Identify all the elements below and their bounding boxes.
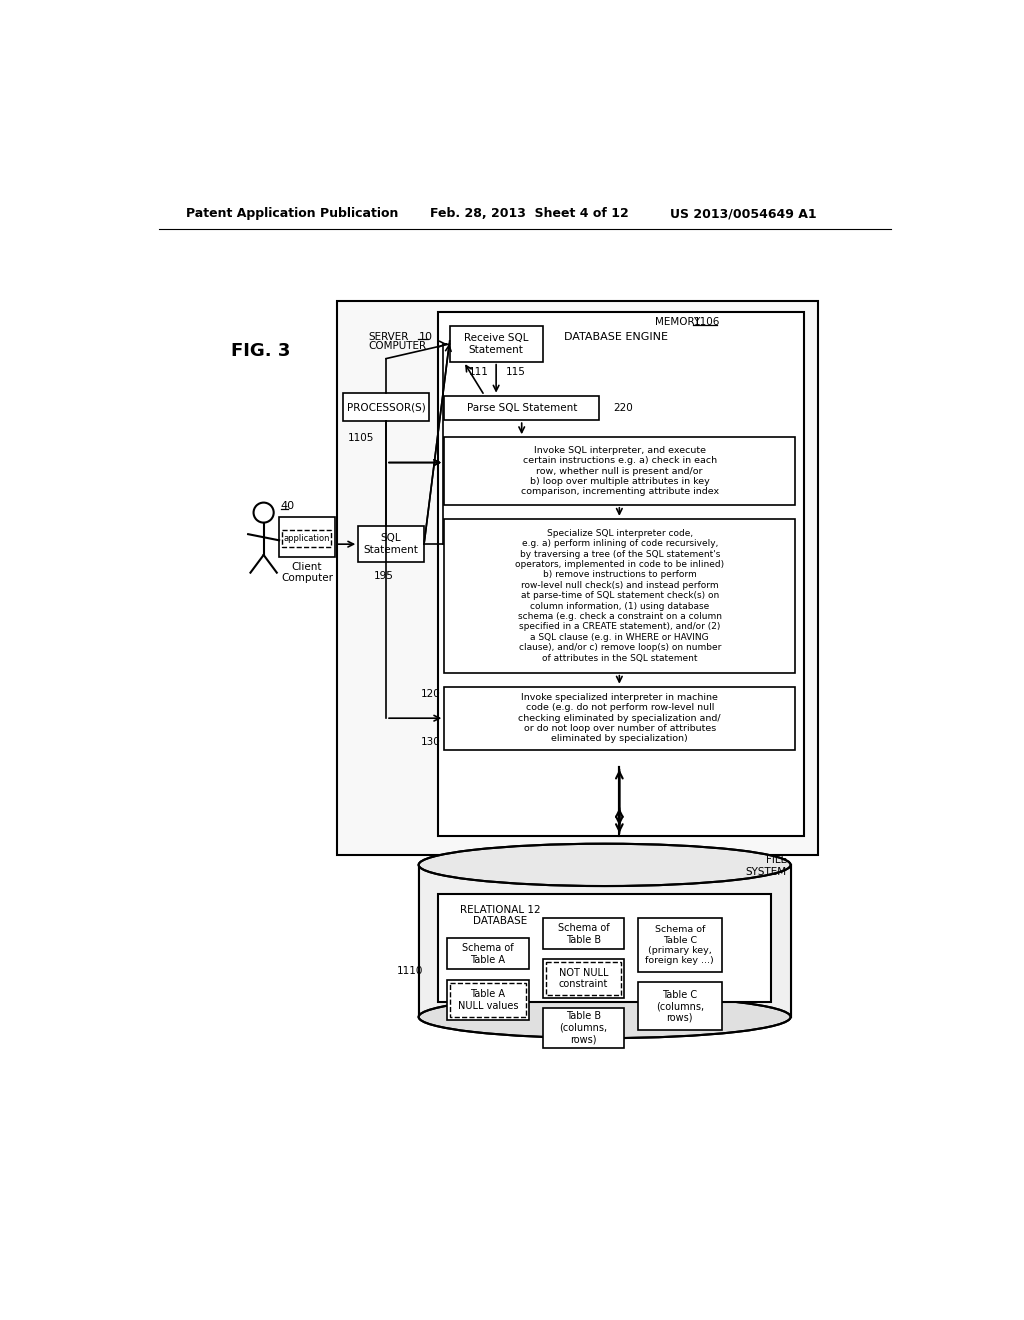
Text: SQL
Statement: SQL Statement — [364, 533, 419, 554]
Bar — [337, 301, 818, 855]
Bar — [543, 1007, 624, 1048]
Text: 120: 120 — [421, 689, 440, 700]
Ellipse shape — [419, 843, 791, 886]
Text: RELATIONAL 12
DATABASE: RELATIONAL 12 DATABASE — [460, 904, 541, 927]
Text: MEMORY: MEMORY — [655, 317, 700, 327]
Bar — [280, 517, 335, 557]
Text: application: application — [284, 535, 330, 544]
Bar — [444, 519, 796, 673]
Text: US 2013/0054649 A1: US 2013/0054649 A1 — [671, 207, 817, 220]
Text: Specialize SQL interpreter code,
e.g. a) perform inlining of code recursively,
b: Specialize SQL interpreter code, e.g. a)… — [515, 529, 724, 663]
Text: Parse SQL Statement: Parse SQL Statement — [467, 403, 577, 413]
Ellipse shape — [419, 995, 791, 1038]
Text: Table A
NULL values: Table A NULL values — [458, 989, 518, 1011]
Text: Schema of
Table A: Schema of Table A — [462, 942, 514, 965]
Bar — [638, 919, 722, 973]
Bar — [447, 979, 528, 1020]
Bar — [283, 531, 331, 548]
Bar — [451, 983, 525, 1016]
Text: 195: 195 — [374, 570, 393, 581]
Bar — [358, 527, 424, 562]
Text: Invoke specialized interpreter in machine
code (e.g. do not perform row-level nu: Invoke specialized interpreter in machin… — [518, 693, 721, 743]
Text: NOT NULL
constraint: NOT NULL constraint — [558, 968, 608, 989]
Text: 111: 111 — [469, 367, 488, 378]
Text: Schema of
Table B: Schema of Table B — [557, 923, 609, 945]
Text: PROCESSOR(S): PROCESSOR(S) — [347, 403, 425, 412]
Bar — [438, 313, 804, 836]
Bar — [638, 982, 722, 1030]
Bar — [450, 326, 543, 362]
Bar — [543, 919, 624, 949]
Text: 40: 40 — [281, 502, 295, 511]
Bar — [546, 962, 621, 995]
Text: 115: 115 — [506, 367, 525, 378]
Bar — [444, 396, 599, 420]
Text: COMPUTER: COMPUTER — [369, 341, 426, 351]
Bar — [543, 960, 624, 998]
Bar — [444, 437, 796, 506]
Text: SERVER: SERVER — [369, 333, 409, 342]
Text: Table B
(columns,
rows): Table B (columns, rows) — [559, 1011, 607, 1044]
Text: 1110: 1110 — [397, 966, 423, 975]
Text: Feb. 28, 2013  Sheet 4 of 12: Feb. 28, 2013 Sheet 4 of 12 — [430, 207, 629, 220]
Text: Table C
(columns,
rows): Table C (columns, rows) — [655, 990, 703, 1023]
Text: Patent Application Publication: Patent Application Publication — [186, 207, 398, 220]
Text: 130: 130 — [421, 737, 440, 747]
Text: FILE
SYSTEM: FILE SYSTEM — [745, 855, 786, 876]
Text: 1106: 1106 — [693, 317, 720, 327]
Bar — [444, 686, 796, 750]
Bar — [438, 894, 771, 1002]
Bar — [447, 939, 528, 969]
Text: Schema of
Table C
(primary key,
foreign key ...): Schema of Table C (primary key, foreign … — [645, 925, 714, 965]
Text: Client
Computer: Client Computer — [281, 562, 333, 583]
Text: FIG. 3: FIG. 3 — [231, 342, 291, 360]
Text: 1105: 1105 — [347, 433, 374, 444]
Text: Invoke SQL interpreter, and execute
certain instructions e.g. a) check in each
r: Invoke SQL interpreter, and execute cert… — [520, 446, 719, 496]
Text: Receive SQL
Statement: Receive SQL Statement — [464, 333, 528, 355]
Text: 10: 10 — [419, 333, 432, 342]
Bar — [343, 393, 429, 421]
Bar — [419, 865, 791, 1016]
Text: 220: 220 — [613, 403, 633, 413]
Text: DATABASE ENGINE: DATABASE ENGINE — [564, 333, 669, 342]
